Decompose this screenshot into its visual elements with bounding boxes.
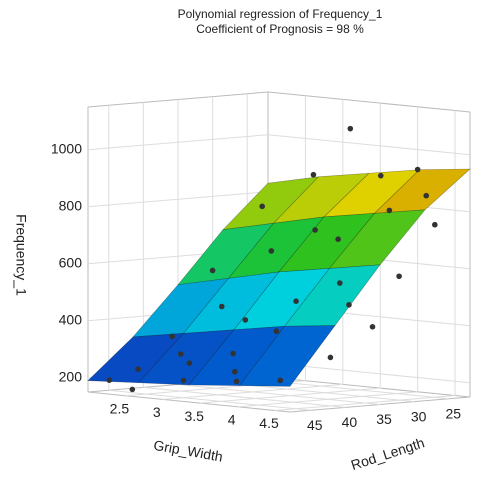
x-tick-label: 4 (228, 412, 236, 428)
data-point (423, 192, 430, 199)
x-axis-label: Grip_Width (152, 437, 224, 465)
y-tick-label: 40 (342, 414, 358, 430)
data-point (386, 207, 393, 214)
z-tick-label: 200 (59, 368, 83, 384)
surface-patch (238, 325, 336, 387)
data-point (369, 324, 376, 330)
data-point (327, 354, 334, 361)
box-edge (267, 376, 471, 398)
y-axis-label: Rod_Length (349, 434, 427, 473)
data-point (259, 203, 265, 210)
z-axis-label: Frequency_1 (13, 214, 29, 296)
data-point (273, 328, 280, 335)
data-point (337, 280, 343, 286)
data-point (169, 333, 175, 340)
surface-patch (373, 168, 471, 214)
data-point (233, 378, 240, 385)
data-point (135, 366, 141, 372)
z-tick-label: 400 (59, 311, 83, 327)
data-point (186, 360, 193, 366)
x-tick-label: 3.5 (184, 408, 204, 424)
data-point (268, 248, 275, 254)
surface-patch (328, 209, 426, 269)
grid-line (143, 386, 346, 408)
data-point (377, 172, 384, 179)
data-point (414, 166, 421, 173)
chart-title: Polynomial regression of Frequency_1 (178, 7, 383, 21)
z-tick-label: 600 (59, 254, 83, 270)
data-point (335, 236, 341, 243)
data-point (312, 227, 318, 233)
data-point (347, 125, 354, 132)
data-point (396, 273, 402, 280)
grid-line (267, 134, 471, 156)
data-point (129, 386, 136, 393)
z-tick-label: 800 (59, 197, 83, 213)
data-point (293, 298, 299, 304)
grid-line (108, 389, 311, 411)
y-tick-label: 30 (411, 408, 427, 424)
x-tick-label: 2.5 (110, 400, 130, 416)
data-point (432, 221, 438, 228)
data-point (230, 350, 236, 357)
data-point (232, 368, 238, 375)
x-tick-label: 4.5 (259, 415, 279, 431)
data-point (242, 317, 249, 323)
box-edge (267, 91, 471, 113)
data-point (209, 267, 216, 274)
data-point (218, 303, 225, 310)
box-edge (87, 391, 291, 413)
data-point (180, 377, 187, 384)
data-point (346, 302, 352, 308)
y-tick-label: 45 (307, 417, 323, 433)
data-point (106, 377, 113, 383)
x-tick-label: 3 (153, 404, 161, 420)
y-tick-label: 35 (376, 411, 392, 427)
chart-subtitle: Coefficient of Prognosis = 98 % (196, 22, 364, 36)
data-point (177, 351, 184, 357)
z-tick-label: 1000 (51, 140, 82, 156)
data-point (277, 377, 284, 384)
y-tick-label: 25 (445, 405, 461, 421)
data-point (310, 171, 317, 178)
grid-line (177, 384, 381, 405)
